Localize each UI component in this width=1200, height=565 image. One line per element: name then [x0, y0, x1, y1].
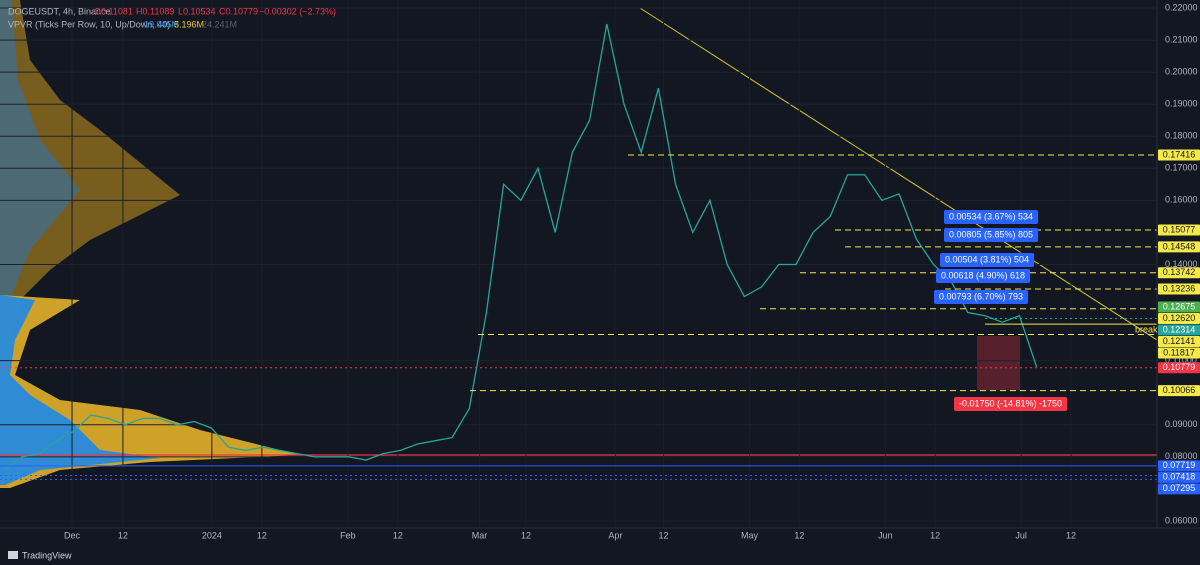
measure-label: 0.00793 (6.70%) 793 — [939, 291, 1023, 301]
x-tick-label: Apr — [608, 530, 622, 540]
price-line — [4, 23, 1038, 471]
price-badge-label: 0.13236 — [1163, 283, 1196, 293]
price-axis — [1157, 0, 1200, 528]
x-tick-label: 12 — [659, 530, 669, 540]
x-tick-label: 12 — [393, 530, 403, 540]
price-badge-label: 0.07295 — [1163, 483, 1196, 493]
x-tick-label: 12 — [257, 530, 267, 540]
y-tick-label: 0.19000 — [1165, 99, 1198, 109]
price-badge-label: 0.10066 — [1163, 385, 1196, 395]
y-tick-label: 0.11000 — [1165, 355, 1197, 365]
volume-profile-up — [0, 0, 180, 370]
indicator-down: 5.196M — [174, 19, 204, 29]
price-badge-label: 0.07719 — [1163, 460, 1196, 470]
price-badge-label: 0.14548 — [1163, 241, 1196, 251]
measure-box — [936, 269, 1031, 283]
price-badge-label: 0.12620 — [1163, 313, 1196, 323]
price-badge — [1158, 460, 1200, 472]
header-change: −0.00302 (−2.73%) — [259, 6, 336, 16]
y-tick-label: 0.22000 — [1165, 2, 1198, 12]
measure-label: 0.00618 (4.90%) 618 — [941, 270, 1025, 280]
x-tick-label: 12 — [1066, 530, 1076, 540]
x-tick-label: 12 — [794, 530, 804, 540]
price-badge-label: 0.12141 — [1163, 336, 1196, 346]
header-close: C0.10779 — [219, 6, 258, 16]
measure-label: 0.00534 (3.67%) 534 — [949, 211, 1033, 221]
price-badge-label: 0.12675 — [1163, 301, 1196, 311]
price-badge — [1158, 347, 1200, 359]
x-tick-label: 12 — [521, 530, 531, 540]
price-badge — [1158, 267, 1200, 279]
price-badge-label: 0.13742 — [1163, 267, 1196, 277]
indicator-total: 24.241M — [202, 19, 237, 29]
y-tick-label: 0.09000 — [1165, 419, 1198, 429]
price-badge-label: 0.11817 — [1163, 347, 1195, 357]
y-tick-label: 0.18000 — [1165, 131, 1198, 141]
measure-range — [977, 336, 1020, 390]
measure-label: -0.01750 (-14.81%) -1750 — [959, 398, 1062, 408]
header-high: H0.11089 — [136, 6, 174, 16]
y-tick-label: 0.16000 — [1165, 195, 1198, 205]
measure-box — [944, 210, 1039, 224]
measure-box — [944, 228, 1039, 242]
price-badge — [1158, 312, 1200, 324]
measure-box — [954, 397, 1068, 411]
price-badge-label: 0.10779 — [1163, 362, 1196, 372]
y-tick-label: 0.21000 — [1165, 34, 1198, 44]
x-tick-label: May — [741, 530, 759, 540]
x-tick-label: 12 — [118, 530, 128, 540]
header-symbol: DOGEUSDT, 4h, Binance — [8, 6, 111, 16]
y-tick-label: 0.06000 — [1165, 515, 1198, 525]
y-tick-label: 0.17000 — [1165, 163, 1198, 173]
price-badge-label: 0.15077 — [1163, 224, 1196, 234]
x-tick-label: Feb — [340, 530, 356, 540]
header-open: O0.11081 — [94, 6, 133, 16]
annotation: break — [1135, 324, 1158, 334]
volume-profile-down — [0, 0, 80, 300]
price-badge — [1158, 362, 1200, 374]
x-tick-label: 2024 — [202, 530, 222, 540]
header-low: L0.10534 — [178, 6, 216, 16]
measure-box — [940, 253, 1035, 267]
price-badge — [1158, 335, 1200, 347]
y-tick-label: 0.20000 — [1165, 67, 1198, 77]
plot — [0, 7, 1157, 522]
y-tick-label: 0.08000 — [1165, 451, 1198, 461]
footer-logo[interactable]: TradingView — [22, 550, 72, 560]
y-tick-label: 0.14000 — [1165, 259, 1198, 269]
price-badge — [1158, 149, 1200, 161]
volume-profile-value-area-down — [0, 295, 160, 485]
measure-label: 0.00805 (5.85%) 805 — [949, 229, 1033, 239]
price-badge — [1158, 241, 1200, 253]
indicator-name: VPVR (Ticks Per Row, 10, Up/Down, 40) — [8, 19, 170, 29]
price-badge — [1158, 324, 1200, 336]
indicator-up: 19.045M — [144, 19, 179, 29]
price-badge-label: 0.12314 — [1163, 324, 1196, 334]
axes: 0.22000 0.21000 0.20000 0.19000 0.18000 0.170… — [64, 2, 1200, 540]
price-badge — [1158, 283, 1200, 295]
price-badge — [1158, 385, 1200, 397]
price-badge — [1158, 301, 1200, 313]
price-badge — [1158, 483, 1200, 495]
price-badge — [1158, 224, 1200, 236]
measurements: 0.00534 (3.67%) 534 0.00805 (5.85%) 805 0.… — [934, 210, 1068, 411]
logo-icon — [8, 551, 18, 559]
price-badge — [1158, 471, 1200, 483]
x-tick-label: Jul — [1015, 530, 1027, 540]
x-tick-label: 12 — [930, 530, 940, 540]
price-badge-label: 0.07418 — [1163, 472, 1196, 482]
x-tick-label: Dec — [64, 530, 81, 540]
measure-label: 0.00504 (3.81%) 504 — [945, 254, 1029, 264]
price-badge-label: 0.17416 — [1163, 149, 1196, 159]
x-tick-label: Mar — [472, 530, 488, 540]
measure-box — [934, 290, 1029, 304]
x-tick-label: Jun — [878, 530, 893, 540]
